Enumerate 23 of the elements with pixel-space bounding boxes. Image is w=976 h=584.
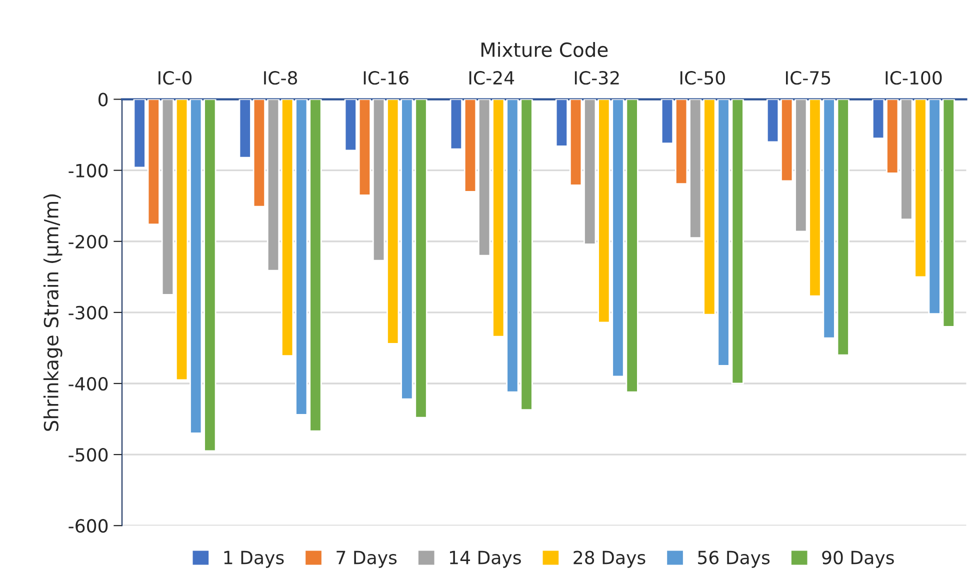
y-tick-label: -400 (68, 376, 108, 391)
legend-label: 56 Days (698, 550, 770, 568)
x-tick-label: IC-24 (469, 71, 514, 85)
y-tick-label: -200 (68, 234, 108, 249)
x-tick-label: IC-8 (264, 71, 298, 85)
x-tick-label: IC-75 (786, 71, 830, 85)
legend-label: 7 Days (336, 550, 397, 568)
y-axis-title: Shrinkage Strain (µm/m) (43, 194, 62, 431)
y-tick-label: 0 (98, 92, 108, 106)
y-tick-label: -300 (68, 306, 108, 320)
x-tick-label: IC-50 (680, 71, 725, 85)
legend-label: 28 Days (574, 550, 646, 568)
legend-label: 14 Days (450, 550, 521, 568)
y-tick-label: -600 (68, 519, 108, 533)
x-tick-label: IC-32 (574, 71, 619, 85)
legend-label: 90 Days (822, 550, 894, 568)
x-axis-title: Mixture Code (481, 42, 608, 58)
y-tick-label: -100 (68, 164, 108, 178)
y-tick-label: -500 (68, 448, 108, 462)
legend-label: 1 Days (224, 550, 284, 568)
x-tick-label: IC-0 (158, 71, 192, 85)
x-tick-label: IC-16 (364, 71, 408, 85)
x-tick-label: IC-100 (886, 71, 942, 85)
